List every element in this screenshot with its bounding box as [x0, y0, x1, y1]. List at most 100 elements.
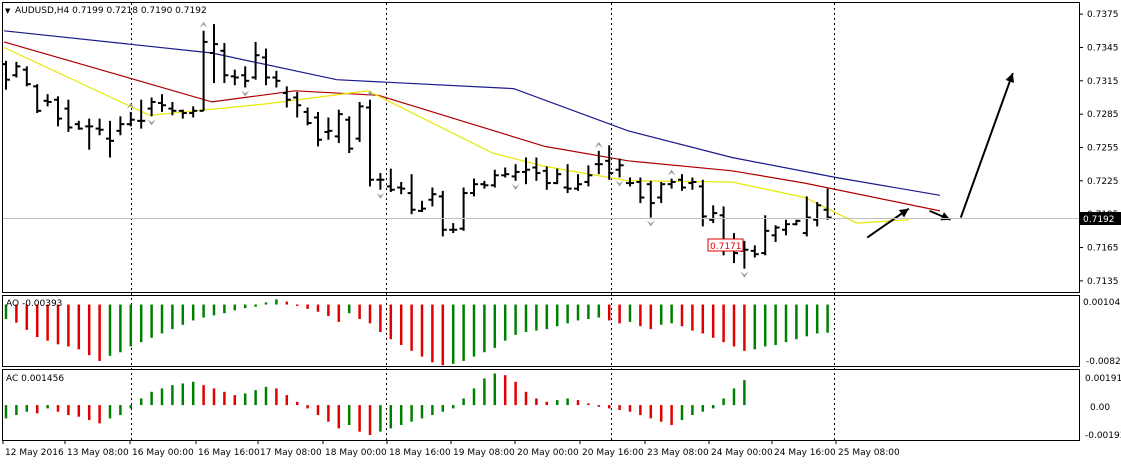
ohlc-bar — [636, 177, 645, 204]
ohlc-bar — [678, 174, 686, 191]
period-separators — [131, 3, 835, 440]
annotation-arrows[interactable] — [866, 72, 1015, 239]
ma-blue-line — [3, 30, 941, 196]
ohlc-bar — [802, 196, 811, 237]
ohlc-bar — [282, 86, 291, 108]
ohlc-bar — [563, 164, 572, 194]
fractal-up-icon — [667, 169, 676, 176]
ohlc-bar — [376, 173, 385, 190]
arrow-head-icon — [1005, 73, 1015, 83]
price-tick-label: 0.7345 — [1087, 43, 1119, 53]
time-tick-label: 20 May 16:00 — [582, 448, 644, 458]
ohlc-bar — [85, 118, 94, 150]
ohlc-bar — [251, 41, 260, 80]
time-tick-label: 25 May 08:00 — [838, 448, 900, 458]
ohlc-bar — [95, 118, 104, 136]
symbol-header: AUDUSD,H4 0.7199 0.7218 0.7190 0.7192 — [15, 6, 207, 16]
current-price-label: 0.7192 — [1083, 215, 1115, 225]
ohlc-bar — [522, 157, 530, 185]
ohlc-bar — [116, 116, 125, 136]
price-marker-box — [707, 238, 744, 252]
ohlc-bar — [615, 158, 624, 178]
ao-histogram — [4, 299, 829, 366]
current-price-tag — [1080, 212, 1121, 225]
ohlc-bar — [584, 165, 593, 187]
ohlc-bar — [386, 168, 395, 192]
ohlc-bar — [698, 179, 707, 227]
ohlc-bar — [813, 201, 822, 227]
ohlc-bar — [210, 24, 218, 84]
ohlc-bar — [366, 99, 374, 187]
price-tick-label: 0.7165 — [1087, 244, 1119, 254]
ohlc-bar — [106, 120, 114, 158]
ohlc-bar — [688, 177, 697, 190]
fractal-up-icon — [199, 21, 208, 28]
ohlc-bar — [293, 91, 302, 118]
ohlc-bar — [594, 150, 603, 175]
ohlc-bar — [667, 178, 676, 189]
ohlc-bar — [750, 245, 759, 258]
ohlc-bar — [220, 43, 229, 84]
fractal-markers — [126, 21, 749, 278]
price-axis[interactable]: 0.7375 0.7345 0.7315 0.7285 0.7255 0.7225 0.71… — [1079, 10, 1119, 287]
ohlc-bar — [449, 223, 458, 234]
ohlc-bar — [438, 190, 447, 237]
ohlc-bar — [2, 60, 10, 90]
price-tick-label: 0.7135 — [1087, 277, 1119, 287]
ohlc-bar — [54, 96, 62, 127]
time-tick-label: 13 May 08:00 — [67, 448, 129, 458]
ohlc-bar — [272, 70, 281, 88]
ohlc-bar — [646, 180, 655, 218]
price-tick-label: 0.7285 — [1087, 110, 1119, 120]
ohlc-bar — [147, 97, 156, 117]
fractal-down-icon — [241, 90, 250, 97]
ohlc-bar — [303, 107, 312, 126]
fractal-down-icon — [147, 119, 156, 126]
ohlc-bar — [782, 219, 790, 236]
ohlc-bar — [459, 187, 468, 231]
price-tick-label: 0.7255 — [1087, 144, 1119, 154]
time-axis[interactable]: 12 May 2016 13 May 08:00 16 May 00:00 16 Ma… — [2, 440, 900, 458]
ac-panel-frame — [2, 369, 1080, 441]
ohlc-bar — [428, 187, 437, 207]
ohlc-bar — [470, 178, 478, 197]
time-tick-label: 12 May 2016 — [5, 448, 64, 458]
ao-panel-frame — [2, 295, 1080, 367]
fractal-down-icon — [511, 183, 520, 190]
ohlc-bar — [262, 48, 270, 86]
time-tick-label: 19 May 08:00 — [453, 448, 515, 458]
ohlc-bar — [542, 166, 551, 190]
ohlc-bar — [355, 101, 364, 142]
ohlc-bar — [241, 66, 250, 88]
ohlc-bar — [532, 157, 541, 181]
ohlc-bar — [324, 117, 333, 140]
ohlc-bar — [74, 120, 83, 130]
time-tick-label: 18 May 00:00 — [325, 448, 387, 458]
ohlc-bar — [511, 164, 520, 181]
ohlc-bar — [553, 168, 562, 185]
ohlc-bar — [43, 94, 52, 107]
ohlc-bar — [605, 145, 614, 180]
ao-header: AO -0.00393 — [6, 299, 62, 309]
ohlc-bar — [490, 169, 499, 188]
ohlc-bar — [158, 94, 166, 112]
ohlc-bar — [168, 101, 177, 116]
time-tick-label: 24 May 00:00 — [711, 448, 773, 458]
fractal-down-icon — [740, 271, 749, 278]
fractal-down-icon — [376, 192, 385, 199]
ohlc-bar — [199, 30, 208, 112]
collapse-triangle-icon[interactable]: ▼ — [5, 7, 11, 15]
ohlc-bar — [345, 116, 354, 154]
ohlc-bar — [334, 109, 343, 144]
price-tick-label: 0.7375 — [1087, 10, 1119, 20]
fractal-up-icon — [126, 102, 135, 109]
ohlc-bar — [407, 174, 416, 215]
ohlc-bar — [761, 215, 770, 256]
ac-axis-bottom: -0.00193 — [1085, 431, 1121, 441]
time-tick-label: 20 May 00:00 — [517, 448, 579, 458]
fractal-up-icon — [594, 141, 603, 148]
moving-averages — [3, 30, 941, 224]
ohlc-bar — [626, 177, 634, 187]
